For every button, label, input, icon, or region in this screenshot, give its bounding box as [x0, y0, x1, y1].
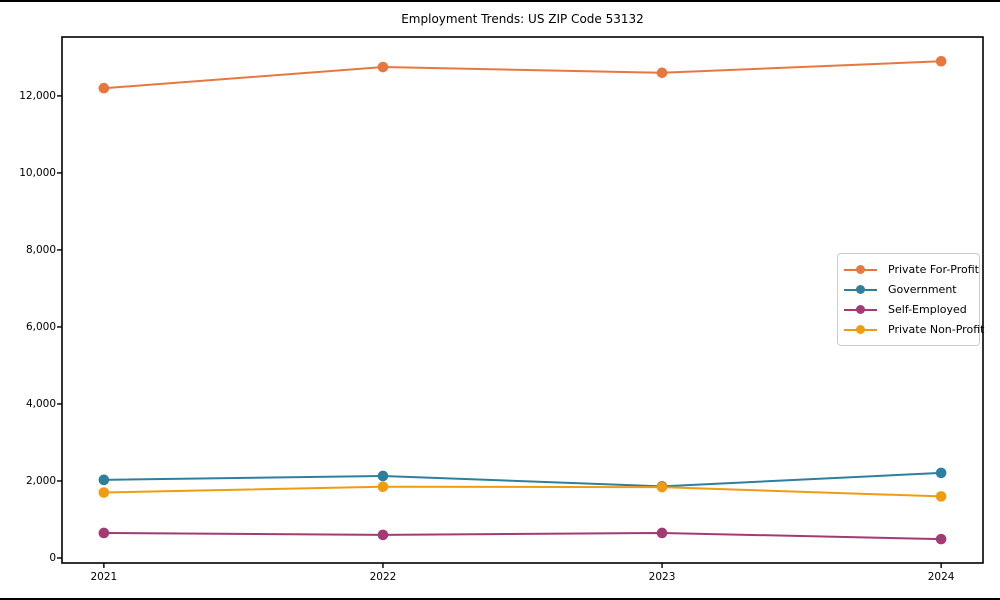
- y-tick-label-6000: 6,000: [25, 320, 56, 333]
- series-line-private-non-profit: [102, 485, 943, 498]
- legend-marker-icon: [844, 305, 877, 315]
- legend: Private For-Profit Government Self-Employe…: [837, 253, 984, 346]
- data-point-private-for-profit-2023: [656, 67, 668, 79]
- y-tick-label-8000: 8,000: [25, 243, 56, 256]
- data-point-private-for-profit-2021: [98, 82, 110, 94]
- data-point-government-2022: [377, 470, 389, 482]
- x-tick-label-2021: 2021: [90, 571, 118, 583]
- data-point-private-non-profit-2021: [98, 487, 110, 498]
- series-line-government: [102, 471, 943, 488]
- x-tick-label-2022: 2022: [369, 571, 397, 583]
- y-tick-label-4000: 4,000: [25, 397, 56, 410]
- data-point-private-for-profit-2022: [377, 61, 389, 73]
- y-tick-label-0: 0: [49, 551, 56, 564]
- legend-entry-private-non-profit: Private Non-Profit: [844, 320, 984, 340]
- legend-label: Private For-Profit: [888, 263, 979, 276]
- legend-entry-private-for-profit: Private For-Profit: [844, 260, 979, 280]
- legend-label: Government: [888, 283, 957, 296]
- data-point-self-employed-2021: [98, 527, 110, 539]
- data-point-government-2021: [98, 474, 110, 486]
- y-tick-label-10000: 10,000: [19, 166, 56, 179]
- series-line-private-for-profit: [102, 60, 943, 90]
- data-point-private-non-profit-2022: [377, 481, 389, 493]
- chart-title: Employment Trends: US ZIP Code 53132: [401, 12, 644, 26]
- legend-entry-government: Government: [844, 280, 973, 300]
- y-tick-label-12000: 12,000: [19, 89, 56, 102]
- data-point-self-employed-2022: [377, 529, 389, 541]
- data-point-private-for-profit-2024: [935, 55, 947, 67]
- legend-marker-icon: [844, 285, 877, 295]
- data-point-private-non-profit-2023: [656, 481, 668, 493]
- legend-label: Private Non-Profit: [888, 323, 985, 336]
- series-line-self-employed: [102, 531, 943, 541]
- legend-label: Self-Employed: [888, 303, 967, 316]
- data-point-self-employed-2024: [935, 533, 947, 545]
- data-point-self-employed-2023: [656, 527, 668, 539]
- legend-marker-icon: [844, 265, 877, 275]
- data-point-private-non-profit-2024: [935, 491, 947, 502]
- legend-marker-icon: [844, 325, 877, 335]
- x-tick-label-2023: 2023: [648, 571, 676, 583]
- y-tick-label-2000: 2,000: [25, 474, 56, 487]
- plot-border: [61, 36, 984, 564]
- legend-entry-self-employed: Self-Employed: [844, 300, 973, 320]
- x-tick-label-2024: 2024: [927, 571, 955, 583]
- data-point-government-2024: [935, 467, 947, 479]
